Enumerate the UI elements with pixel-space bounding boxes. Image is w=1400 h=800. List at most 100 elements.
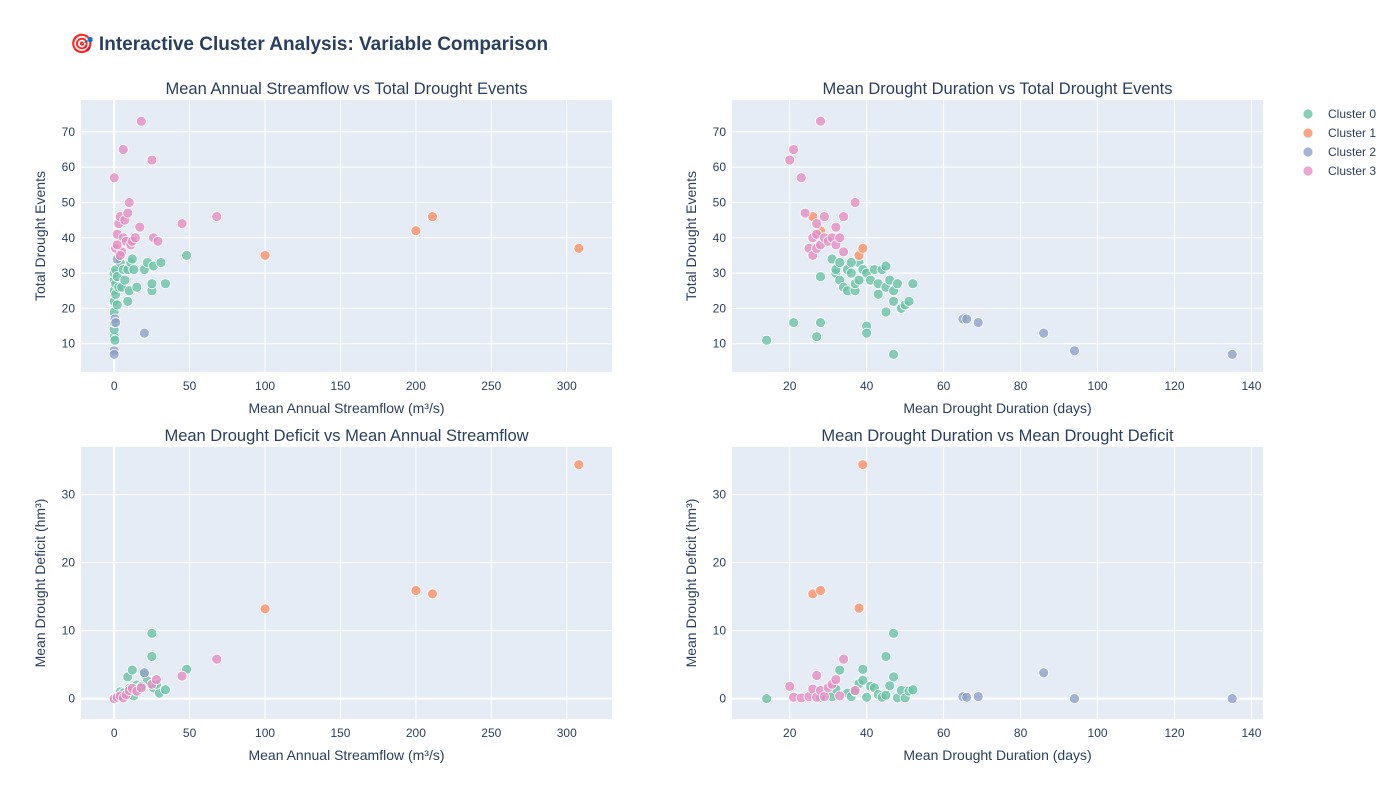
data-point[interactable]	[788, 317, 799, 328]
data-point[interactable]	[155, 257, 167, 268]
data-point[interactable]	[845, 257, 857, 268]
data-point[interactable]	[884, 680, 896, 692]
data-point[interactable]	[181, 250, 192, 261]
data-point[interactable]	[111, 239, 123, 251]
data-point[interactable]	[888, 671, 900, 683]
data-point[interactable]	[815, 271, 826, 283]
data-point[interactable]	[811, 218, 823, 230]
data-point[interactable]	[176, 218, 188, 230]
data-point[interactable]	[888, 627, 900, 639]
data-point[interactable]	[861, 691, 873, 703]
data-point[interactable]	[122, 207, 134, 219]
data-point[interactable]	[907, 684, 919, 696]
data-point[interactable]	[795, 172, 807, 184]
data-point[interactable]	[1038, 327, 1050, 339]
legend-item-cluster-0[interactable]: Cluster 0	[1302, 107, 1376, 121]
data-point[interactable]	[799, 207, 811, 219]
data-point[interactable]	[872, 288, 884, 300]
data-point[interactable]	[126, 664, 138, 676]
data-point[interactable]	[784, 680, 796, 692]
data-point[interactable]	[410, 225, 422, 237]
data-point[interactable]	[853, 602, 865, 614]
data-point[interactable]	[1038, 667, 1050, 679]
data-point[interactable]	[151, 674, 162, 685]
data-point[interactable]	[838, 653, 849, 665]
data-point[interactable]	[138, 667, 150, 679]
data-point[interactable]	[784, 154, 796, 166]
data-point[interactable]	[211, 653, 223, 665]
data-point[interactable]	[119, 274, 131, 286]
data-point[interactable]	[853, 274, 865, 286]
data-point[interactable]	[146, 627, 158, 639]
data-point[interactable]	[818, 211, 830, 222]
data-point[interactable]	[907, 278, 919, 290]
data-point[interactable]	[888, 295, 900, 307]
data-point[interactable]	[122, 295, 134, 307]
data-point[interactable]	[259, 250, 271, 261]
data-point[interactable]	[146, 651, 158, 662]
data-point[interactable]	[834, 690, 846, 702]
data-point[interactable]	[811, 331, 823, 343]
data-point[interactable]	[146, 278, 158, 290]
data-point[interactable]	[146, 154, 158, 166]
data-point[interactable]	[834, 664, 846, 676]
data-point[interactable]	[761, 334, 773, 346]
data-point[interactable]	[109, 334, 121, 346]
data-point[interactable]	[972, 317, 984, 328]
legend-item-cluster-2[interactable]: Cluster 2	[1302, 145, 1376, 159]
data-point[interactable]	[815, 115, 826, 127]
data-point[interactable]	[135, 682, 147, 694]
data-point[interactable]	[857, 459, 869, 471]
data-point[interactable]	[961, 691, 973, 703]
data-point[interactable]	[838, 246, 849, 258]
data-point[interactable]	[138, 327, 150, 339]
data-point[interactable]	[114, 250, 126, 261]
data-point[interactable]	[1226, 693, 1238, 704]
data-point[interactable]	[888, 348, 900, 360]
data-point[interactable]	[123, 197, 135, 208]
data-point[interactable]	[849, 685, 861, 696]
data-point[interactable]	[830, 221, 842, 233]
data-point[interactable]	[815, 317, 826, 328]
data-point[interactable]	[972, 691, 984, 702]
data-point[interactable]	[880, 306, 892, 318]
data-point[interactable]	[259, 603, 271, 615]
data-point[interactable]	[880, 651, 892, 662]
data-point[interactable]	[110, 317, 122, 328]
data-point[interactable]	[152, 235, 164, 247]
data-point[interactable]	[903, 295, 915, 307]
data-point[interactable]	[788, 144, 799, 155]
data-point[interactable]	[834, 257, 846, 268]
data-point[interactable]	[857, 242, 869, 254]
data-point[interactable]	[108, 348, 120, 360]
data-point[interactable]	[129, 232, 141, 244]
data-point[interactable]	[427, 588, 438, 600]
data-point[interactable]	[126, 253, 138, 265]
data-point[interactable]	[117, 144, 129, 155]
data-point[interactable]	[1226, 348, 1238, 360]
data-point[interactable]	[880, 260, 892, 272]
data-point[interactable]	[128, 264, 140, 275]
data-point[interactable]	[160, 684, 171, 696]
data-point[interactable]	[880, 689, 892, 701]
data-point[interactable]	[134, 221, 146, 233]
data-point[interactable]	[811, 670, 823, 681]
data-point[interactable]	[849, 197, 861, 208]
data-point[interactable]	[573, 459, 585, 471]
data-point[interactable]	[211, 211, 223, 222]
data-point[interactable]	[861, 327, 873, 339]
data-point[interactable]	[1069, 345, 1080, 357]
data-point[interactable]	[838, 211, 849, 222]
data-point[interactable]	[830, 674, 842, 685]
data-point[interactable]	[961, 313, 973, 325]
data-point[interactable]	[845, 267, 857, 279]
data-point[interactable]	[135, 115, 147, 127]
data-point[interactable]	[761, 693, 773, 704]
data-point[interactable]	[815, 585, 826, 596]
data-point[interactable]	[410, 585, 422, 596]
data-point[interactable]	[108, 172, 120, 184]
data-point[interactable]	[131, 281, 143, 293]
data-point[interactable]	[427, 211, 438, 222]
data-point[interactable]	[573, 242, 585, 254]
data-point[interactable]	[857, 674, 869, 686]
